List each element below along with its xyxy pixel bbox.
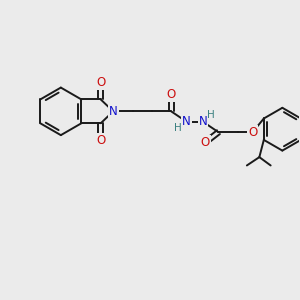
Text: H: H — [174, 123, 182, 133]
Text: N: N — [182, 115, 191, 128]
Text: N: N — [109, 105, 118, 118]
Text: N: N — [199, 115, 207, 128]
Text: O: O — [248, 126, 257, 139]
Text: O: O — [96, 76, 105, 89]
Text: O: O — [167, 88, 176, 100]
Text: O: O — [96, 134, 105, 147]
Text: H: H — [207, 110, 215, 120]
Text: O: O — [200, 136, 210, 149]
